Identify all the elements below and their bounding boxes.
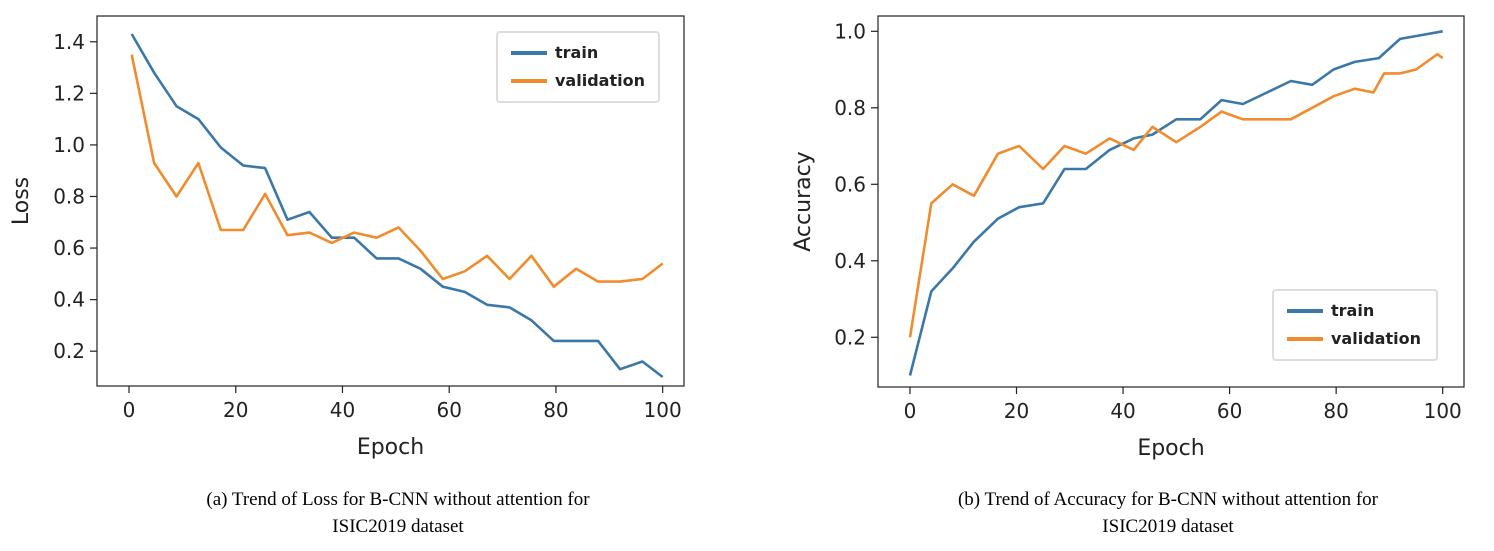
caption-b-line1: (b) Trend of Accuracy for B-CNN without …	[958, 489, 1379, 510]
y-tick-label: 1.0	[53, 133, 85, 157]
accuracy-chart: 0 20 40 60 80 100 0.2 0.4 0.6 0.8 1.0 Epoch Accuracy…	[791, 15, 1465, 461]
caption-a-line1: (a) Trend of Loss for B-CNN without atte…	[206, 489, 590, 510]
series-line-validation	[130, 54, 664, 289]
x-axis-title: Epoch	[357, 435, 424, 460]
x-tick-label: 20	[223, 398, 248, 422]
y-tick-label: 0.4	[834, 249, 866, 273]
x-tick-label: 40	[330, 398, 355, 422]
y-tick-label: 0.2	[834, 325, 866, 349]
legend-label-train: train	[555, 43, 598, 62]
x-tick-label: 40	[1110, 399, 1135, 423]
y-axis-title: Loss	[9, 177, 34, 225]
caption-b-line2: ISIC2019 dataset	[1102, 516, 1234, 537]
x-tick-label: 20	[1004, 399, 1029, 423]
legend-box	[1272, 289, 1438, 361]
y-tick-label: 0.2	[53, 339, 85, 363]
series-line-validation	[908, 52, 1444, 338]
y-tick-label: 1.2	[53, 81, 85, 105]
legend-label-validation: validation	[555, 71, 645, 90]
x-tick-label: 80	[543, 398, 568, 422]
y-tick-label: 0.4	[53, 288, 85, 312]
plot-frame	[877, 15, 1465, 388]
y-axis-title: Accuracy	[791, 151, 816, 251]
loss-chart: 0 20 40 60 80 100 0.2 0.4 0.6 0.8 1.0 1.2 1.4 Epoch Lo…	[9, 15, 685, 460]
y-tick-label: 0.8	[53, 184, 85, 208]
y-tick-label: 0.6	[53, 236, 85, 260]
y-tick-label: 1.4	[53, 30, 85, 54]
y-tick-label: 0.6	[834, 172, 866, 196]
y-tick-label: 1.0	[834, 19, 866, 43]
plot-frame	[96, 15, 685, 387]
series-line-train	[908, 30, 1443, 376]
x-axis-title: Epoch	[1137, 436, 1204, 461]
x-tick-label: 80	[1323, 399, 1348, 423]
y-tick-label: 0.8	[834, 96, 866, 120]
x-tick-label: 100	[644, 398, 682, 422]
series-line-train	[130, 33, 664, 379]
x-tick-label: 100	[1424, 399, 1462, 423]
legend-label-train: train	[1331, 301, 1374, 320]
x-tick-label: 0	[123, 398, 136, 422]
legend-label-validation: validation	[1331, 329, 1421, 348]
x-tick-label: 0	[904, 399, 917, 423]
x-tick-label: 60	[436, 398, 461, 422]
x-tick-label: 60	[1217, 399, 1242, 423]
legend-box	[496, 31, 660, 103]
caption-a-line2: ISIC2019 dataset	[332, 516, 464, 537]
